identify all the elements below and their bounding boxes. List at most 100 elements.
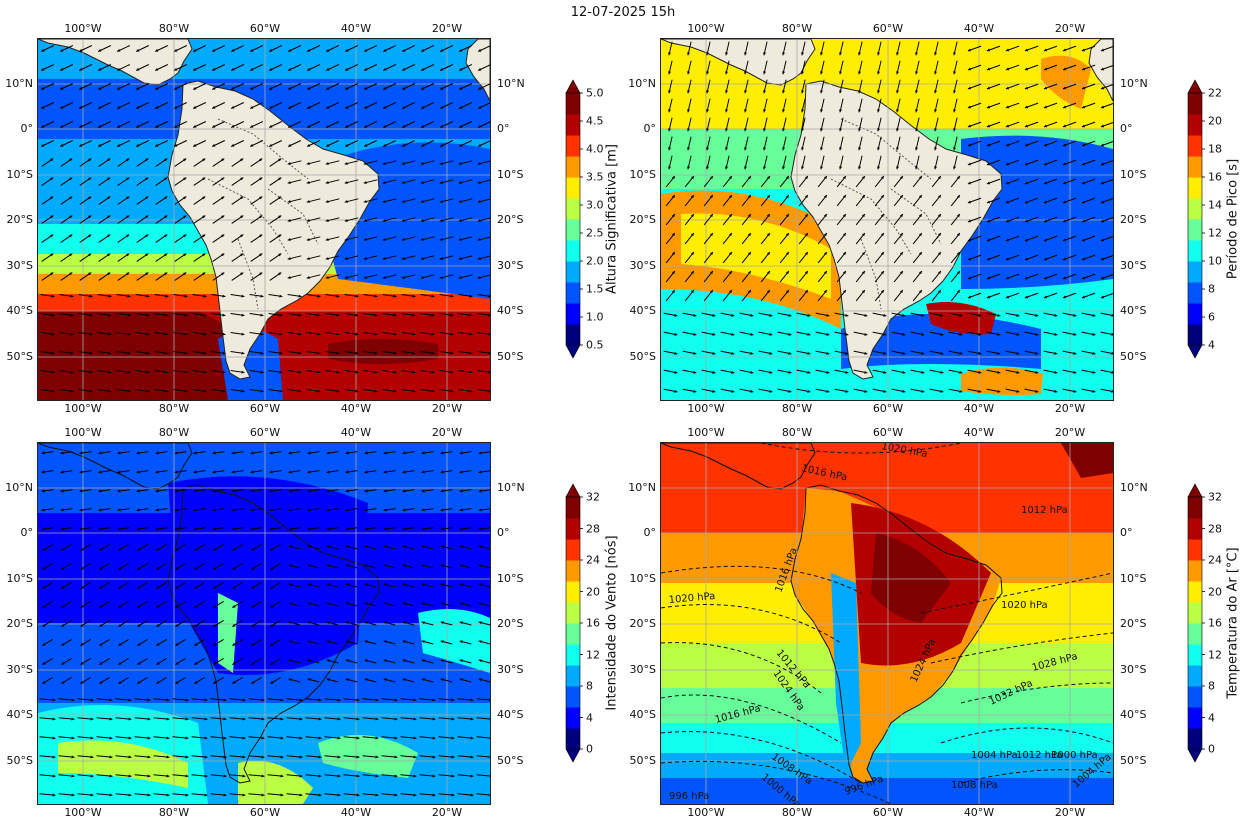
longitude-tick-label: 80°W [781, 806, 813, 819]
colorbar-swatch [566, 177, 580, 199]
colorbar-tick-label: 28 [1208, 522, 1222, 535]
vector-arrowhead [478, 67, 482, 71]
latitude-tick-label: 30°S [497, 259, 524, 272]
vector-arrowhead [79, 470, 83, 474]
vector-arrowhead [221, 234, 225, 238]
vector-arrowhead [412, 294, 416, 298]
vector-arrowhead [421, 48, 425, 52]
isobar-line [760, 443, 962, 454]
vector-arrowhead [1100, 67, 1105, 71]
vector-arrowhead [1100, 200, 1105, 204]
vector-arrowhead [845, 332, 849, 336]
vector-arrowhead [401, 257, 405, 260]
vector-arrowhead [364, 602, 368, 606]
latitude-tick-label: 20°S [497, 213, 524, 226]
vector-arrowhead [1081, 162, 1086, 166]
latitude-tick-label: 50°S [497, 754, 524, 767]
vector-arrowhead [108, 294, 112, 298]
vector-arrowhead [459, 451, 463, 455]
vector-arrowhead [763, 109, 767, 113]
latitude-tick-label: 10°N [628, 77, 656, 90]
vector-arrowhead [896, 52, 900, 56]
vector-arrowhead [326, 640, 330, 644]
vector-arrowhead [137, 604, 141, 608]
vector-arrowhead [421, 105, 425, 109]
vector-arrowhead [440, 48, 444, 52]
vector-arrowhead [690, 233, 694, 237]
vector-arrowhead [375, 755, 379, 759]
vector-arrowhead [98, 451, 102, 455]
vector-arrowhead [880, 195, 884, 199]
isobar-line [661, 604, 842, 644]
colorbar-swatch [1188, 665, 1202, 687]
vector-arrowhead [440, 564, 444, 568]
vector-arrowhead [1062, 200, 1067, 204]
vector-arrowhead [345, 602, 349, 606]
vector-arrowhead [355, 294, 359, 298]
vector-arrowhead [69, 272, 73, 276]
vector-arrowhead [356, 736, 360, 740]
vector-arrowhead [953, 71, 957, 75]
vector-arrowhead [137, 680, 141, 684]
vector-arrowhead [231, 470, 235, 474]
vector-arrowhead [671, 233, 675, 237]
longitude-tick-label: 40°W [340, 806, 372, 819]
vector-arrowhead [826, 370, 830, 374]
vector-arrowhead [69, 215, 73, 219]
latitude-tick-label: 30°S [6, 663, 33, 676]
vector-arrowhead [451, 755, 455, 759]
colorbar-swatch [566, 602, 580, 624]
vector-arrowhead [478, 86, 482, 90]
vector-arrowhead [136, 143, 140, 147]
vector-arrowhead [326, 470, 330, 474]
vector-arrowhead [861, 214, 865, 218]
vector-arrowhead [137, 642, 141, 646]
vector-arrowhead [382, 162, 386, 165]
vector-arrowhead [956, 290, 960, 294]
vector-arrowhead [823, 195, 827, 199]
vector-arrowhead [402, 621, 406, 625]
vector-arrowhead [1024, 276, 1029, 280]
vector-arrowhead [402, 124, 406, 128]
vector-arrowhead [450, 332, 454, 336]
vector-arrowhead [488, 389, 490, 393]
vector-arrowhead [432, 698, 436, 702]
vector-arrowhead [1081, 105, 1086, 109]
vector-arrowhead [899, 290, 903, 294]
vector-arrowhead [51, 313, 55, 317]
vector-arrowhead [668, 147, 672, 151]
vector-arrowhead [763, 128, 767, 132]
vector-arrowhead [1054, 313, 1058, 317]
vector-arrowhead [440, 105, 444, 109]
vector-arrowhead [251, 604, 255, 608]
vector-arrowhead [839, 90, 843, 94]
vector-arrowhead [270, 585, 274, 589]
country-border [207, 178, 289, 255]
vector-arrowhead [136, 124, 140, 128]
vector-arrowhead [202, 177, 206, 181]
vector-arrowhead [288, 67, 292, 71]
peak-period-north-area [1041, 55, 1091, 109]
vector-arrowhead [1100, 124, 1105, 128]
isobar-label: 1004 hPa [971, 750, 1018, 761]
vector-arrowhead [280, 774, 284, 778]
vector-arrowhead [421, 451, 425, 455]
vector-arrowhead [278, 196, 282, 200]
vector-arrowhead [750, 313, 754, 317]
vector-arrowhead [98, 48, 102, 52]
vector-arrowhead [222, 332, 226, 336]
vector-arrowhead [288, 124, 292, 128]
vector-arrowhead [402, 86, 406, 90]
vector-arrowhead [845, 389, 849, 393]
vector-arrowhead [877, 109, 881, 113]
vector-arrowhead [128, 774, 132, 778]
colorbar-tick-label: 0 [1208, 742, 1215, 756]
figure-title: 12-07-2025 15h [570, 5, 676, 20]
vector-arrowhead [240, 177, 244, 181]
colorbar-swatch [1188, 728, 1202, 750]
air-temperature-colorbar [1187, 483, 1205, 763]
wave-height-colorbar [565, 79, 583, 359]
vector-arrowhead [413, 755, 417, 759]
vector-arrowhead [278, 177, 282, 181]
vector-arrowhead [52, 698, 56, 702]
